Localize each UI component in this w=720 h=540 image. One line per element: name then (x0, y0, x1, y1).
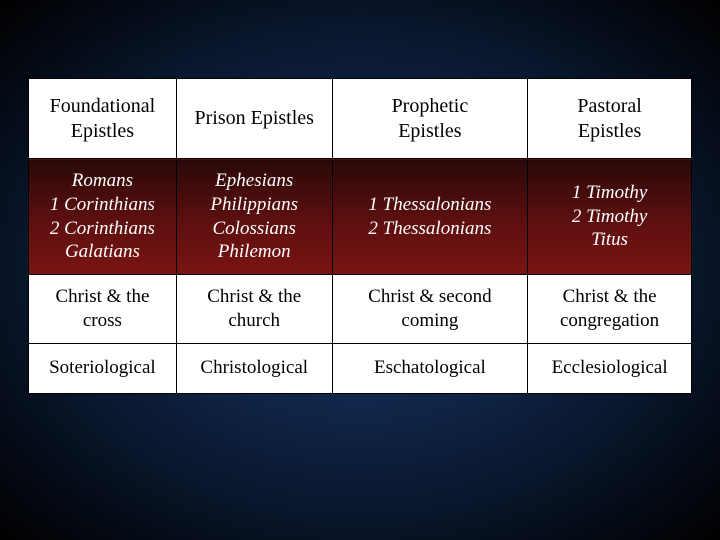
header-cell: Prison Epistles (176, 79, 332, 159)
theme-cell: Christ & thecross (29, 275, 177, 344)
books-cell: 1 Thessalonians2 Thessalonians (332, 159, 528, 275)
header-cell: FoundationalEpistles (29, 79, 177, 159)
term-cell: Soteriological (29, 343, 177, 393)
term-cell: Christological (176, 343, 332, 393)
theme-cell: Christ & thecongregation (528, 275, 692, 344)
books-cell: 1 Timothy2 TimothyTitus (528, 159, 692, 275)
table-books-row: Romans1 Corinthians2 CorinthiansGalatian… (29, 159, 692, 275)
table-header-row: FoundationalEpistles Prison Epistles Pro… (29, 79, 692, 159)
table-term-row: Soteriological Christological Eschatolog… (29, 343, 692, 393)
header-cell: PastoralEpistles (528, 79, 692, 159)
term-cell: Ecclesiological (528, 343, 692, 393)
theme-cell: Christ & secondcoming (332, 275, 528, 344)
slide-container: FoundationalEpistles Prison Epistles Pro… (0, 0, 720, 540)
theme-cell: Christ & thechurch (176, 275, 332, 344)
term-cell: Eschatological (332, 343, 528, 393)
epistles-table: FoundationalEpistles Prison Epistles Pro… (28, 78, 692, 394)
table-theme-row: Christ & thecross Christ & thechurch Chr… (29, 275, 692, 344)
header-cell: PropheticEpistles (332, 79, 528, 159)
books-cell: EphesiansPhilippiansColossiansPhilemon (176, 159, 332, 275)
books-cell: Romans1 Corinthians2 CorinthiansGalatian… (29, 159, 177, 275)
